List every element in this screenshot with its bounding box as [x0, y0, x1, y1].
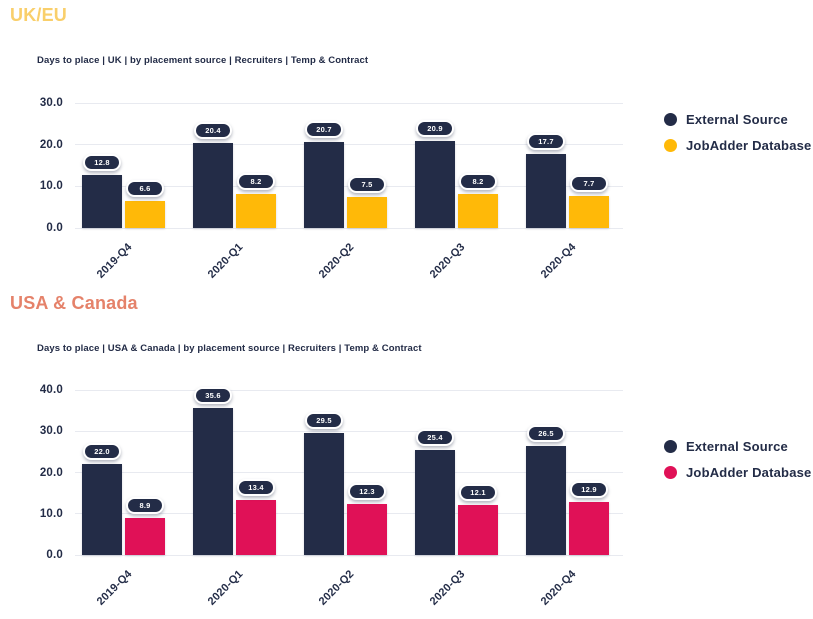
- value-label-pill: 12.3: [348, 483, 386, 501]
- value-label-pill: 7.7: [570, 174, 608, 192]
- y-tick-label: 10.0: [39, 180, 63, 193]
- gridline: [75, 102, 623, 104]
- gridline: [75, 389, 623, 391]
- value-label-pill: 12.9: [570, 480, 608, 498]
- bar-external-source: [304, 433, 344, 555]
- value-label-pill: 20.7: [305, 120, 343, 138]
- legend-usa-canada: External Source JobAdder Database: [664, 439, 812, 491]
- y-tick-label: 10.0: [39, 507, 63, 520]
- bar-external-source: [526, 154, 566, 228]
- legend-item-external-source: External Source: [664, 112, 812, 127]
- value-label-pill: 8.2: [237, 172, 275, 190]
- bar-plot-uk-eu: 0.0 10.0 20.0 30.0 12.8 6.6 2019-Q4 20.4 8.2 2020…: [40, 97, 623, 281]
- y-tick-label: 20.0: [39, 466, 63, 479]
- bar-plot-usa-canada: 0.0 10.0 20.0 30.0 40.0 22.0 8.9 2019-Q4 35.6 13.…: [40, 384, 623, 608]
- bar-external-source: [415, 450, 455, 555]
- legend-label-external-source: External Source: [686, 439, 788, 454]
- y-tick-label: 40.0: [39, 384, 63, 396]
- bar-jobadder-database: [569, 195, 609, 228]
- bar-external-source: [193, 143, 233, 228]
- value-label-pill: 7.5: [348, 175, 386, 193]
- value-label-pill: 25.4: [416, 429, 454, 447]
- value-label-pill: 8.2: [459, 172, 497, 190]
- bar-external-source: [82, 464, 122, 555]
- legend-label-external-source: External Source: [686, 112, 788, 127]
- bar-jobadder-database: [125, 518, 165, 555]
- legend-swatch-jobadder-database-icon: [664, 466, 677, 479]
- chart-heading-usa-canada: USA & Canada: [10, 293, 138, 313]
- legend-item-jobadder-database: JobAdder Database: [664, 138, 812, 153]
- bar-jobadder-database: [347, 504, 387, 555]
- value-label-pill: 22.0: [83, 443, 121, 461]
- value-label-pill: 12.8: [83, 153, 121, 171]
- legend-swatch-external-source-icon: [664, 113, 677, 126]
- bar-jobadder-database: [458, 193, 498, 228]
- gridline: [75, 554, 623, 556]
- value-label-pill: 20.9: [416, 119, 454, 137]
- legend-swatch-external-source-icon: [664, 440, 677, 453]
- value-label-pill: 6.6: [126, 179, 164, 197]
- chart-uk-eu: UK/EU Days to place | UK | by placement …: [0, 5, 813, 290]
- legend-label-jobadder-database: JobAdder Database: [686, 138, 812, 153]
- y-tick-label: 30.0: [39, 425, 63, 438]
- x-tick-label: 2020-Q3: [427, 568, 467, 608]
- bar-jobadder-database: [569, 501, 609, 555]
- bar-jobadder-database: [236, 499, 276, 555]
- legend-item-external-source: External Source: [664, 439, 812, 454]
- bar-external-source: [82, 174, 122, 228]
- value-label-pill: 13.4: [237, 478, 275, 496]
- gridline: [75, 227, 623, 229]
- x-tick-label: 2020-Q1: [205, 568, 245, 608]
- gridline: [75, 472, 623, 473]
- bar-external-source: [415, 140, 455, 228]
- legend-item-jobadder-database: JobAdder Database: [664, 465, 812, 480]
- gridline: [75, 430, 623, 432]
- value-label-pill: 20.4: [194, 122, 232, 139]
- gridline: [75, 144, 623, 146]
- bar-external-source: [193, 408, 233, 555]
- value-label-pill: 26.5: [527, 424, 565, 442]
- value-label-pill: 29.5: [305, 412, 343, 430]
- legend-label-jobadder-database: JobAdder Database: [686, 465, 812, 480]
- legend-uk-eu: External Source JobAdder Database: [664, 112, 812, 164]
- y-tick-label: 20.0: [39, 138, 63, 151]
- value-label-pill: 17.7: [527, 133, 565, 151]
- chart-usa-canada: USA & Canada Days to place | USA & Canad…: [0, 293, 813, 619]
- bar-external-source: [304, 141, 344, 228]
- legend-swatch-jobadder-database-icon: [664, 139, 677, 152]
- value-label-pill: 12.1: [459, 484, 497, 502]
- x-tick-label: 2020-Q2: [316, 568, 356, 608]
- bar-jobadder-database: [458, 505, 498, 555]
- chart-heading-uk-eu: UK/EU: [10, 5, 68, 25]
- value-label-pill: 8.9: [126, 497, 164, 515]
- y-tick-label: 30.0: [39, 97, 63, 109]
- bar-jobadder-database: [236, 193, 276, 228]
- bar-external-source: [526, 445, 566, 555]
- x-tick-label: 2020-Q4: [538, 568, 578, 608]
- y-tick-label: 0.0: [46, 222, 63, 234]
- value-label-pill: 35.6: [194, 387, 232, 405]
- chart-subtitle: Days to place | UK | by placement source…: [37, 55, 369, 66]
- y-tick-label: 0.0: [46, 549, 63, 561]
- bar-jobadder-database: [125, 200, 165, 228]
- bar-jobadder-database: [347, 196, 387, 228]
- x-tick-label: 2019-Q4: [94, 568, 134, 608]
- chart-subtitle: Days to place | USA & Canada | by placem…: [37, 343, 422, 354]
